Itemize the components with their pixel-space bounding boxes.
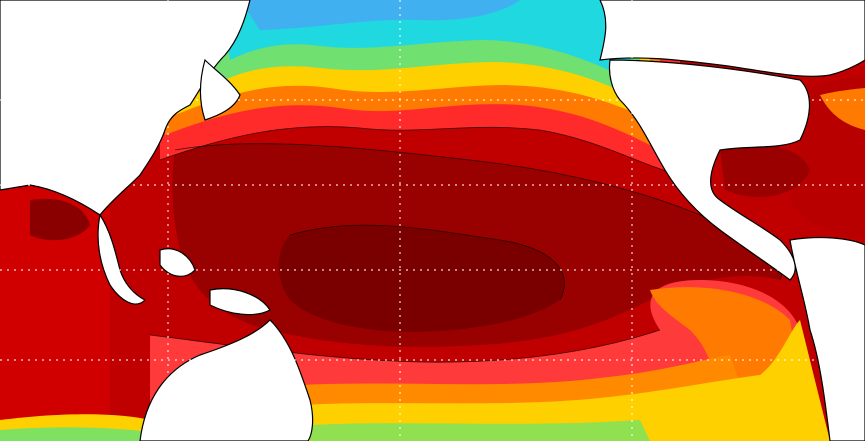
hottest-water [278, 225, 565, 333]
indian-ocean-water [0, 186, 110, 440]
southern-bands [0, 280, 830, 441]
north-america [608, 59, 811, 281]
band-green-south [310, 420, 650, 441]
australia [139, 319, 314, 441]
band-green-west [0, 427, 150, 441]
band-yellow-south [300, 320, 830, 441]
northern-bands [160, 0, 865, 240]
japan [199, 58, 241, 121]
band-light-blue [240, 0, 520, 30]
south-america [789, 236, 865, 441]
new-guinea [209, 288, 271, 316]
borneo [159, 248, 196, 277]
asia [0, 0, 251, 216]
atlantic-orange [820, 88, 865, 130]
indochina [97, 213, 147, 305]
gulf-water [720, 145, 810, 198]
canada [599, 0, 865, 77]
bay-warm-water [30, 198, 90, 241]
